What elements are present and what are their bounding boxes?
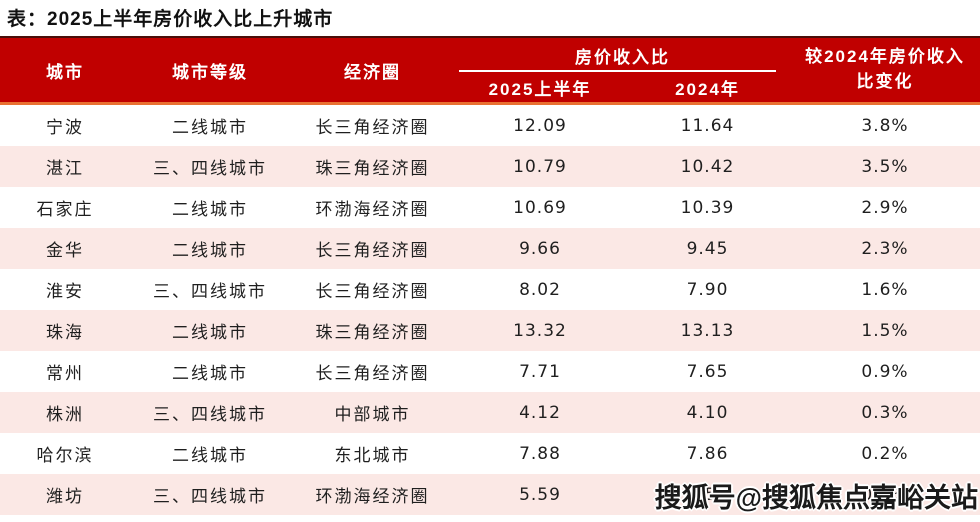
sohu-watermark: 搜狐号@搜狐焦点嘉峪关站 [654,483,978,513]
tier-cell: 三、四线城市 [153,282,267,301]
ratio-2025h1-cell: 7.71 [519,361,561,382]
change-cell: 3.5% [861,156,909,177]
ratio-2025h1-cell: 8.02 [519,279,561,300]
tier-cell: 二线城市 [172,446,248,465]
tier-cell: 二线城市 [172,323,248,342]
tier-cell: 二线城市 [172,241,248,260]
change-cell: 3.8% [861,115,909,136]
city-cell: 金华 [46,241,84,260]
ratio-group-underline [459,70,776,72]
change-cell: 0.9% [861,361,909,382]
header-city: 城市 [46,62,84,82]
ratio-2024-cell: 10.42 [680,156,735,177]
tier-cell: 三、四线城市 [153,405,267,424]
table-row: 宁波 二线城市 长三角经济圈 12.09 11.64 3.8% [0,105,980,146]
ratio-2025h1-cell: 10.79 [513,156,567,177]
ratio-2025h1-cell: 9.66 [519,238,561,259]
ratio-2024-cell: 4.10 [686,402,729,423]
tier-cell: 二线城市 [172,118,248,137]
city-cell: 宁波 [46,118,84,137]
ratio-2025h1-cell: 12.09 [513,115,567,136]
change-cell: 0.2% [861,484,909,505]
change-cell: 2.9% [861,197,909,218]
city-cell: 石家庄 [36,200,94,219]
header-change-line1: 较2024年房价收入 [805,47,965,67]
ratio-2024-cell: 10.39 [680,197,735,218]
table-row: 潍坊 三、四线城市 环渤海经济圈 5.59 5.58 0.2% [0,474,980,515]
circle-cell: 珠三角经济圈 [315,323,430,342]
tier-cell: 三、四线城市 [153,487,267,506]
circle-cell: 东北城市 [334,446,411,465]
ratio-2024-cell: 11.64 [680,115,735,136]
header-circle: 经济圈 [344,62,401,82]
ratio-2024-cell: 5.58 [686,484,729,505]
circle-cell: 环渤海经济圈 [315,487,430,506]
circle-cell: 长三角经济圈 [315,364,430,383]
tier-cell: 二线城市 [172,364,248,383]
ratio-2024-cell: 7.90 [686,279,729,300]
table-row: 淮安 三、四线城市 长三角经济圈 8.02 7.90 1.6% [0,269,980,310]
ratio-2024-cell: 13.13 [680,320,735,341]
header-ratio-group-label: 房价收入比 [575,47,670,67]
table-row: 石家庄 二线城市 环渤海经济圈 10.69 10.39 2.9% [0,187,980,228]
city-cell: 株洲 [46,405,84,424]
city-cell: 哈尔滨 [36,446,94,465]
ratio-2025h1-cell: 7.88 [519,443,561,464]
city-cell: 珠海 [46,323,84,342]
city-cell: 淮安 [46,282,84,301]
table-title: 表：2025上半年房价收入比上升城市 [7,9,334,30]
tier-cell: 三、四线城市 [153,159,267,178]
change-cell: 2.3% [861,238,909,259]
change-cell: 0.2% [861,443,909,464]
table-body: 宁波 二线城市 长三角经济圈 12.09 11.64 3.8% 湛江 三、四线城… [0,105,980,515]
table-row: 哈尔滨 二线城市 东北城市 7.88 7.86 0.2% [0,433,980,474]
city-cell: 湛江 [46,159,84,178]
tier-cell: 二线城市 [172,200,248,219]
table-top-border [0,36,980,38]
ratio-2024-cell: 7.65 [686,361,729,382]
change-cell: 1.6% [861,279,909,300]
data-table: 城市 城市等级 经济圈 房价收入比 2025上半年 2024年 较2024年房价… [0,36,980,515]
header-change: 较2024年房价收入 比变化 [790,38,980,102]
ratio-2024-cell: 9.45 [686,238,729,259]
table-row: 株洲 三、四线城市 中部城市 4.12 4.10 0.3% [0,392,980,433]
circle-cell: 长三角经济圈 [315,118,430,137]
table-row: 湛江 三、四线城市 珠三角经济圈 10.79 10.42 3.5% [0,146,980,187]
table-row: 常州 二线城市 长三角经济圈 7.71 7.65 0.9% [0,351,980,392]
circle-cell: 长三角经济圈 [315,282,430,301]
ratio-2025h1-cell: 10.69 [513,197,567,218]
ratio-2025h1-cell: 4.12 [519,402,561,423]
header-orange-divider [0,102,980,105]
table-row: 金华 二线城市 长三角经济圈 9.66 9.45 2.3% [0,228,980,269]
ratio-2025h1-cell: 5.59 [519,484,561,505]
header-tier: 城市等级 [172,62,248,82]
change-cell: 1.5% [861,320,909,341]
city-cell: 常州 [46,364,84,383]
header-change-line2: 比变化 [856,72,914,91]
ratio-2025h1-cell: 13.32 [513,320,567,341]
circle-cell: 长三角经济圈 [315,241,430,260]
circle-cell: 中部城市 [334,405,411,424]
change-cell: 0.3% [861,402,909,423]
table-row: 珠海 二线城市 珠三角经济圈 13.32 13.13 1.5% [0,310,980,351]
header-ratio-group: 房价收入比 [455,38,790,72]
circle-cell: 环渤海经济圈 [315,200,430,219]
header-ratio-2025h1: 2025上半年 [488,79,592,99]
header-ratio-2024: 2024年 [675,79,740,99]
ratio-2024-cell: 7.86 [686,443,729,464]
circle-cell: 珠三角经济圈 [315,159,430,178]
city-cell: 潍坊 [46,487,84,506]
table-header: 城市 城市等级 经济圈 房价收入比 2025上半年 2024年 较2024年房价… [0,38,980,102]
